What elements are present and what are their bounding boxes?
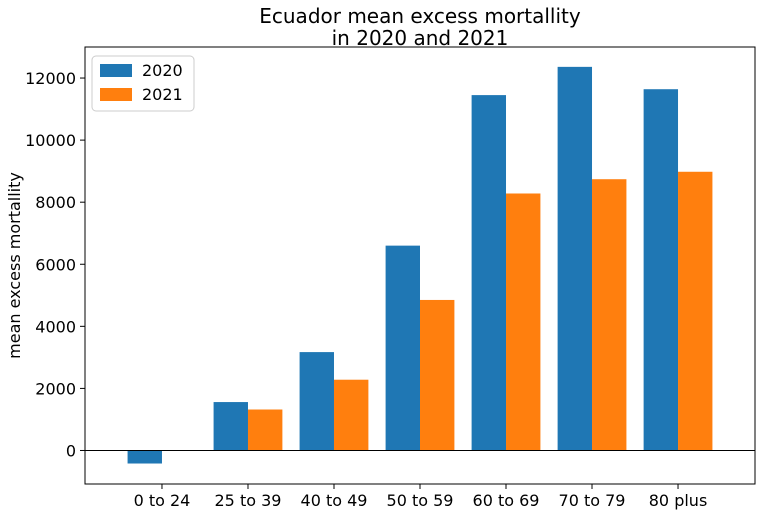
x-axis: 0 to 24 25 to 39 40 to 49 50 to 59 60 to 69 7… [134,484,708,510]
bar-2021-3 [420,299,455,451]
bar-2020-0 [127,450,162,464]
x-tick-label: 60 to 69 [473,491,540,510]
bar-2020-5 [557,66,593,451]
bar-2021-2 [333,379,369,451]
x-tick-label: 0 to 24 [134,491,191,510]
legend-label-2020: 2020 [142,61,183,80]
legend-label-2021: 2021 [142,85,183,104]
y-tick-label: 0 [66,441,76,460]
y-tick-label: 8000 [35,193,76,212]
x-tick-label: 50 to 59 [387,491,454,510]
bar-2020-1 [213,402,248,451]
y-axis-label: mean excess mortallity [5,172,24,359]
y-tick-label: 6000 [35,255,76,274]
bar-2021-6 [678,171,713,451]
y-axis-label-group: mean excess mortallity [5,172,24,359]
x-tick-label: 40 to 49 [301,491,368,510]
y-tick-label: 4000 [35,317,76,336]
bar-2020-6 [643,89,679,451]
bar-2020-2 [299,352,334,451]
bar-2020-3 [385,245,420,451]
y-axis: 0 2000 4000 6000 8000 10000 12000 [25,69,85,460]
x-tick-label: 25 to 39 [215,491,282,510]
y-tick-label: 10000 [25,131,76,150]
plot-frame [84,46,756,485]
bar-2021-1 [247,409,283,451]
y-tick-label: 2000 [35,379,76,398]
bars [127,66,713,464]
bar-2021-4 [506,193,541,451]
bar-2021-5 [592,179,627,451]
bar-2020-4 [471,95,507,451]
plot-border [84,46,756,485]
chart-title-line: in 2020 and 2021 [332,26,509,50]
legend: 2020 2021 [91,55,195,112]
y-tick-label: 12000 [25,69,76,88]
legend-swatch-2021 [100,88,132,101]
x-tick-label: 80 plus [649,491,708,510]
chart-title-line: Ecuador mean excess mortallity [259,4,581,28]
legend-swatch-2020 [100,64,132,77]
x-tick-label: 70 to 79 [559,491,626,510]
